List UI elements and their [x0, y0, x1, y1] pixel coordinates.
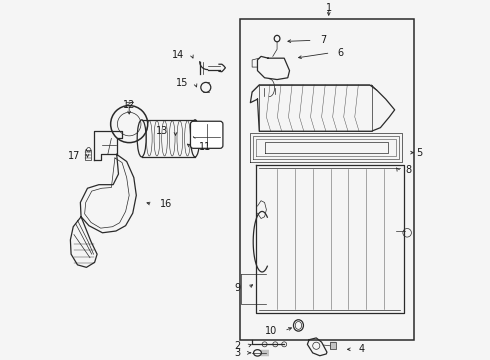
Text: 3: 3	[235, 348, 241, 358]
Text: 1: 1	[326, 3, 332, 13]
Text: 4: 4	[359, 344, 365, 354]
Text: 8: 8	[405, 166, 412, 175]
Text: 10: 10	[265, 326, 277, 336]
Text: 12: 12	[123, 100, 135, 110]
Text: 2: 2	[235, 341, 241, 351]
Bar	[240, 19, 414, 340]
Text: 11: 11	[198, 142, 211, 152]
Bar	[330, 342, 336, 348]
Text: 9: 9	[235, 283, 241, 293]
Text: 7: 7	[320, 35, 326, 45]
Text: 16: 16	[159, 199, 171, 209]
Text: 15: 15	[175, 78, 188, 88]
Text: 6: 6	[338, 48, 344, 58]
FancyBboxPatch shape	[191, 121, 223, 148]
Bar	[85, 150, 91, 161]
Text: 5: 5	[416, 148, 422, 158]
Text: 13: 13	[156, 126, 169, 136]
Text: 17: 17	[68, 151, 80, 161]
Text: 14: 14	[172, 50, 184, 60]
